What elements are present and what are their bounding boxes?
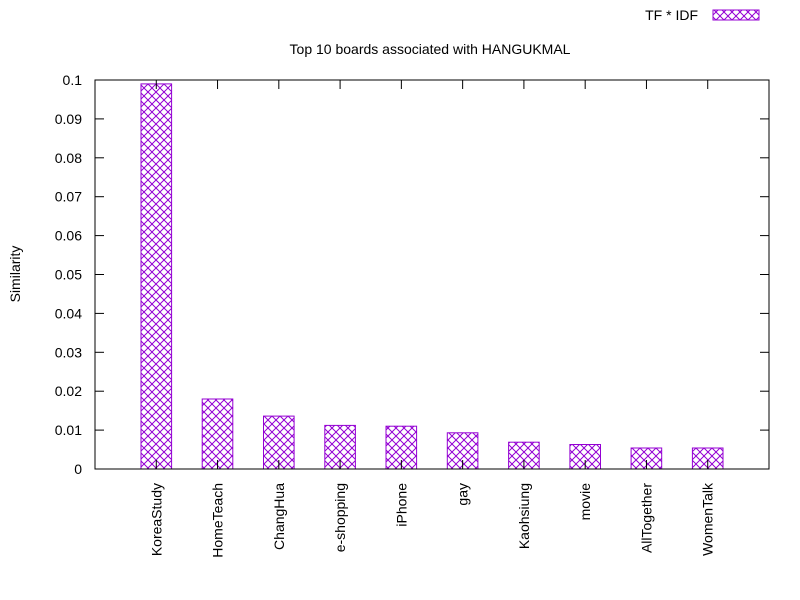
- x-tick-label: WomenTalk: [700, 482, 716, 556]
- x-tick-label: Kaohsiung: [516, 483, 532, 549]
- y-tick-label: 0.01: [55, 422, 82, 438]
- y-axis-label: Similarity: [7, 246, 23, 303]
- x-tick-label: ChangHua: [271, 483, 287, 550]
- x-tick-label: KoreaStudy: [148, 483, 164, 556]
- y-tick-label: 0.08: [55, 150, 82, 166]
- y-tick-label: 0.04: [55, 305, 82, 321]
- x-tick-label: gay: [455, 483, 471, 506]
- bar-KoreaStudy: [140, 83, 173, 470]
- bar-HomeTeach: [201, 398, 234, 470]
- x-tick-label: HomeTeach: [210, 483, 226, 558]
- y-tick-label: 0: [74, 461, 82, 477]
- y-tick-label: 0.03: [55, 344, 82, 360]
- legend-swatch: [712, 9, 760, 21]
- y-tick-label: 0.1: [63, 72, 83, 88]
- chart-title: Top 10 boards associated with HANGUKMAL: [290, 41, 571, 57]
- y-tick-label: 0.09: [55, 111, 82, 127]
- y-tick-label: 0.07: [55, 189, 82, 205]
- y-tick-label: 0.06: [55, 228, 82, 244]
- plot-frame: [94, 79, 770, 470]
- x-tick-label: movie: [577, 483, 593, 521]
- x-tick-label: iPhone: [393, 483, 409, 527]
- x-tick-label: AllTogether: [638, 483, 654, 553]
- legend-label: TF * IDF: [645, 7, 698, 23]
- y-tick-label: 0.05: [55, 267, 82, 283]
- y-tick-label: 0.02: [55, 383, 82, 399]
- x-tick-label: e-shopping: [332, 483, 348, 552]
- legend: TF * IDF: [645, 7, 760, 23]
